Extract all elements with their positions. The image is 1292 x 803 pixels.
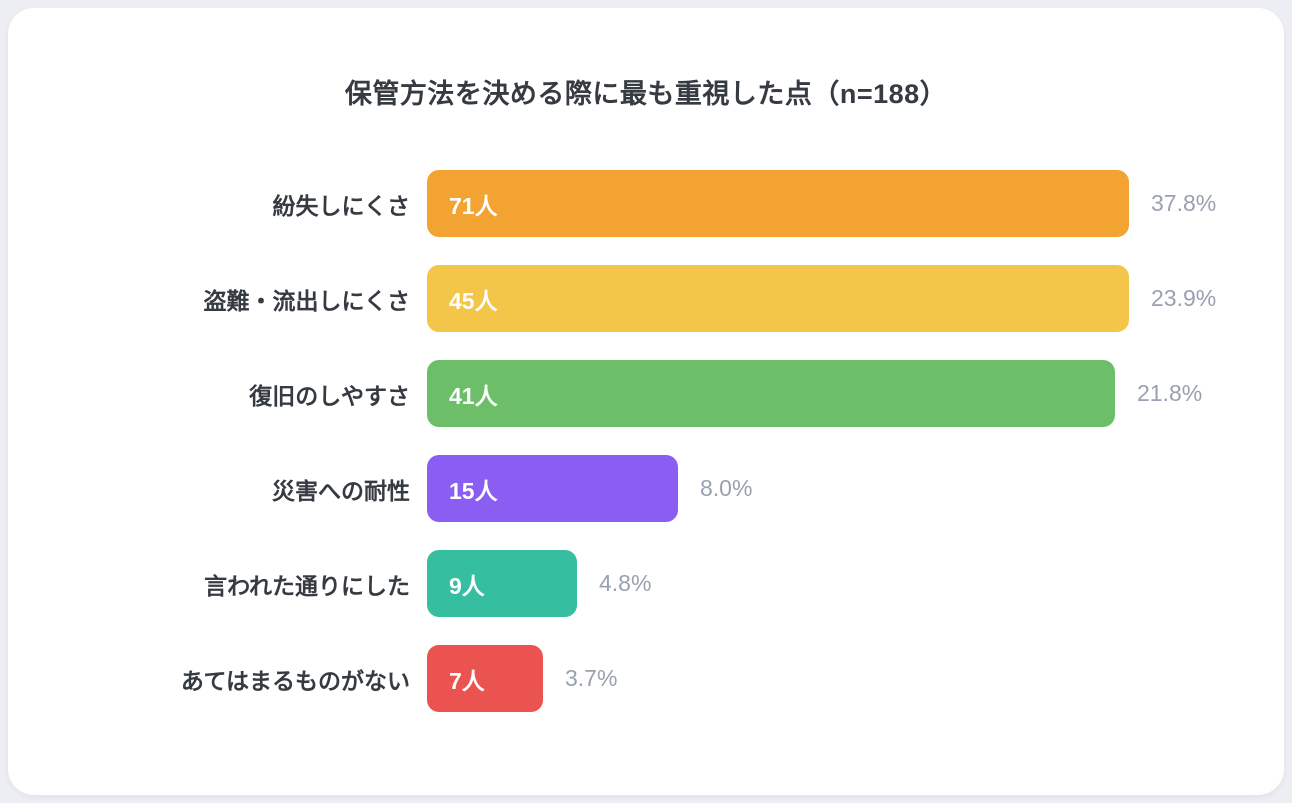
bar: 71人 — [427, 170, 1129, 237]
chart-card: 保管方法を決める際に最も重視した点（n=188） 紛失しにくさ 71人 37.8… — [8, 8, 1284, 795]
bar: 7人 — [427, 645, 543, 712]
bar-row: 言われた通りにした 9人 4.8% — [8, 550, 1284, 617]
bar-row: 紛失しにくさ 71人 37.8% — [8, 170, 1284, 237]
percent-label: 4.8% — [599, 570, 652, 596]
category-label: 紛失しにくさ — [272, 192, 410, 219]
percent-label: 21.8% — [1137, 380, 1203, 406]
percent-label: 3.7% — [565, 665, 618, 691]
bar-value-label: 41人 — [449, 382, 498, 409]
bar-row: 復旧のしやすさ 41人 21.8% — [8, 360, 1284, 427]
bar-value-label: 45人 — [449, 287, 498, 314]
percent-label: 8.0% — [700, 475, 753, 501]
bar: 45人 — [427, 265, 1129, 332]
category-label: 復旧のしやすさ — [249, 382, 410, 409]
bar-value-label: 9人 — [449, 572, 485, 599]
bar: 41人 — [427, 360, 1115, 427]
percent-label: 37.8% — [1151, 190, 1217, 216]
bar-row: 盗難・流出しにくさ 45人 23.9% — [8, 265, 1284, 332]
category-label: 言われた通りにした — [204, 572, 410, 599]
bar-value-label: 15人 — [449, 477, 498, 504]
category-label: 盗難・流出しにくさ — [203, 287, 410, 314]
bar-value-label: 7人 — [449, 667, 485, 694]
bar-value-label: 71人 — [449, 192, 498, 219]
percent-label: 23.9% — [1151, 285, 1217, 311]
bar: 9人 — [427, 550, 577, 617]
category-label: あてはまるものがない — [180, 667, 410, 694]
bar-row: 災害への耐性 15人 8.0% — [8, 455, 1284, 522]
chart-title: 保管方法を決める際に最も重視した点（n=188） — [344, 79, 948, 109]
bar-chart: 紛失しにくさ 71人 37.8% 盗難・流出しにくさ 45人 23.9% 復旧の… — [8, 170, 1284, 712]
bar-row: あてはまるものがない 7人 3.7% — [8, 645, 1284, 712]
category-label: 災害への耐性 — [272, 477, 410, 504]
bar: 15人 — [427, 455, 678, 522]
